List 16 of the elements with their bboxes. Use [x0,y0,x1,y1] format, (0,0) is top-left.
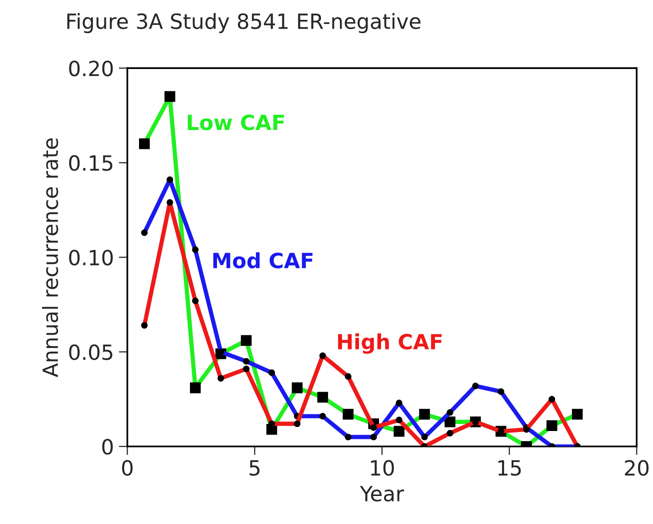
series-label: Low CAF [188,114,284,130]
y-axis-title: Annual recurrence rate [42,138,58,378]
x-tick-label: 0 [122,460,133,476]
chart-title: Figure 3A Study 8541 ER-negative [67,12,420,34]
series-label: Mod CAF [213,252,312,268]
x-tick-label: 5 [250,460,260,476]
y-tick-label: 0 [102,438,113,455]
y-tick-label: 0.05 [69,344,112,360]
series-label: High CAF [338,333,442,354]
y-tick-label: 0.10 [69,250,113,266]
x-tick-label: 20 [624,460,649,476]
y-tick-label: 0.20 [69,60,113,76]
x-axis-title: Year [360,486,404,502]
y-tick-label: 0.15 [69,155,112,171]
x-tick-label: 10 [371,460,394,476]
x-tick-label: 15 [498,460,521,476]
